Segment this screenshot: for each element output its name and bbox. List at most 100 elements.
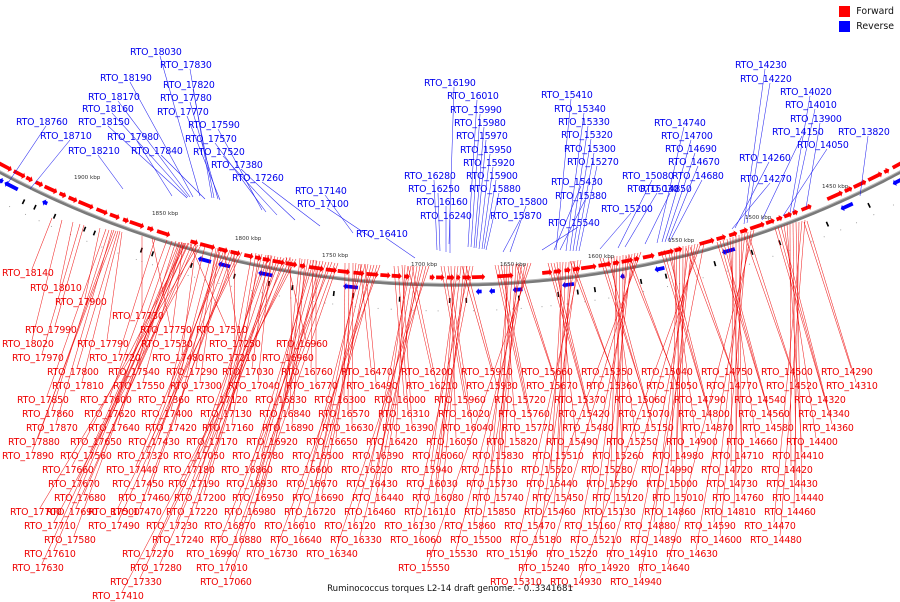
gene-label[interactable]: RTO_14360 <box>802 423 854 434</box>
gene-label[interactable]: RTO_14410 <box>772 451 824 462</box>
gene-label[interactable]: RTO_14320 <box>794 395 846 406</box>
gene-label[interactable]: RTO_17990 <box>25 325 77 336</box>
gene-label[interactable]: RTO_17750 <box>140 325 192 336</box>
gene-label[interactable]: RTO_16300 <box>314 395 366 406</box>
gene-label[interactable]: RTO_17980 <box>107 132 159 143</box>
gene-label[interactable]: RTO_14980 <box>652 451 704 462</box>
gene-label[interactable]: RTO_17770 <box>157 107 209 118</box>
gene-label[interactable]: RTO_14760 <box>712 493 764 504</box>
gene-label[interactable]: RTO_17300 <box>170 381 222 392</box>
gene-label[interactable]: RTO_15060 <box>614 395 666 406</box>
gene-label[interactable]: RTO_14470 <box>744 521 796 532</box>
gene-label[interactable]: RTO_15880 <box>469 184 521 195</box>
gene-label[interactable]: RTO_15920 <box>463 158 515 169</box>
gene-label[interactable]: RTO_16130 <box>384 521 436 532</box>
gene-label[interactable]: RTO_15430 <box>551 177 603 188</box>
gene-label[interactable]: RTO_17240 <box>152 535 204 546</box>
gene-label[interactable]: RTO_15450 <box>532 493 584 504</box>
gene-label[interactable]: RTO_15380 <box>555 191 607 202</box>
gene-label[interactable]: RTO_14870 <box>682 423 734 434</box>
gene-label[interactable]: RTO_16570 <box>318 409 370 420</box>
gene-label[interactable]: RTO_17800 <box>47 367 99 378</box>
gene-label[interactable]: RTO_15120 <box>592 493 644 504</box>
gene-label[interactable]: RTO_15820 <box>486 437 538 448</box>
gene-label[interactable]: RTO_16460 <box>344 507 396 518</box>
gene-label[interactable]: RTO_17880 <box>8 437 60 448</box>
gene-label[interactable]: RTO_14690 <box>665 144 717 155</box>
gene-label[interactable]: RTO_14270 <box>740 174 792 185</box>
gene-label[interactable]: RTO_14430 <box>766 479 818 490</box>
gene-label[interactable]: RTO_18020 <box>2 339 54 350</box>
gene-label[interactable]: RTO_14590 <box>684 521 736 532</box>
gene-label[interactable]: RTO_17600 <box>80 395 132 406</box>
gene-label[interactable]: RTO_15720 <box>494 395 546 406</box>
gene-label[interactable]: RTO_16770 <box>286 381 338 392</box>
gene-label[interactable]: RTO_17720 <box>89 353 141 364</box>
gene-label[interactable]: RTO_14990 <box>641 465 693 476</box>
gene-label[interactable]: RTO_15520 <box>521 465 573 476</box>
gene-label[interactable]: RTO_17230 <box>146 521 198 532</box>
gene-label[interactable]: RTO_14010 <box>785 100 837 111</box>
gene-label[interactable]: RTO_15500 <box>450 535 502 546</box>
gene-label[interactable]: RTO_14420 <box>761 465 813 476</box>
gene-label[interactable]: RTO_15930 <box>466 381 518 392</box>
gene-label[interactable]: RTO_17290 <box>166 367 218 378</box>
gene-label[interactable]: RTO_16640 <box>270 535 322 546</box>
gene-label[interactable]: RTO_17400 <box>141 409 193 420</box>
gene-label[interactable]: RTO_17050 <box>173 451 225 462</box>
gene-label[interactable]: RTO_15080 <box>622 171 674 182</box>
gene-label[interactable]: RTO_17730 <box>112 311 164 322</box>
gene-label[interactable]: RTO_15510 <box>532 451 584 462</box>
gene-label[interactable]: RTO_15130 <box>584 507 636 518</box>
gene-label[interactable]: RTO_17380 <box>211 160 263 171</box>
gene-label[interactable]: RTO_16280 <box>404 171 456 182</box>
gene-label[interactable]: RTO_17360 <box>138 395 190 406</box>
gene-label[interactable]: RTO_15740 <box>472 493 524 504</box>
gene-label[interactable]: RTO_16310 <box>378 409 430 420</box>
gene-label[interactable]: RTO_15540 <box>548 218 600 229</box>
gene-label[interactable]: RTO_16630 <box>322 423 374 434</box>
gene-label[interactable]: RTO_16410 <box>356 229 408 240</box>
gene-label[interactable]: RTO_17780 <box>160 93 212 104</box>
gene-label[interactable]: RTO_13900 <box>790 114 842 125</box>
gene-label[interactable]: RTO_15760 <box>498 409 550 420</box>
gene-label[interactable]: RTO_14720 <box>701 465 753 476</box>
gene-label[interactable]: RTO_14800 <box>678 409 730 420</box>
gene-label[interactable]: RTO_15240 <box>518 563 570 574</box>
gene-label[interactable]: RTO_16030 <box>406 479 458 490</box>
gene-label[interactable]: RTO_15980 <box>454 118 506 129</box>
gene-label[interactable]: RTO_17420 <box>145 423 197 434</box>
gene-label[interactable]: RTO_17320 <box>117 451 169 462</box>
gene-label[interactable]: RTO_15040 <box>641 367 693 378</box>
gene-label[interactable]: RTO_17580 <box>44 535 96 546</box>
gene-label[interactable]: RTO_15670 <box>526 381 578 392</box>
gene-label[interactable]: RTO_16160 <box>416 197 468 208</box>
gene-label[interactable]: RTO_15470 <box>504 521 556 532</box>
gene-label[interactable]: RTO_17170 <box>186 437 238 448</box>
gene-label[interactable]: RTO_15990 <box>450 105 502 116</box>
gene-label[interactable]: RTO_16470 <box>341 367 393 378</box>
gene-label[interactable]: RTO_15910 <box>461 367 513 378</box>
gene-label[interactable]: RTO_17260 <box>232 173 284 184</box>
gene-label[interactable]: RTO_16490 <box>346 381 398 392</box>
gene-label[interactable]: RTO_16190 <box>424 78 476 89</box>
gene-label[interactable]: RTO_15940 <box>401 465 453 476</box>
gene-label[interactable]: RTO_17670 <box>48 479 100 490</box>
gene-label[interactable]: RTO_18170 <box>88 92 140 103</box>
gene-label[interactable]: RTO_16420 <box>366 437 418 448</box>
gene-label[interactable]: RTO_15180 <box>510 535 562 546</box>
gene-label[interactable]: RTO_15530 <box>426 549 478 560</box>
gene-label[interactable]: RTO_17250 <box>209 339 261 350</box>
gene-label[interactable]: RTO_17850 <box>17 395 69 406</box>
gene-label[interactable]: RTO_15420 <box>558 409 610 420</box>
gene-label[interactable]: RTO_14790 <box>674 395 726 406</box>
gene-label[interactable]: RTO_16760 <box>281 367 333 378</box>
gene-label[interactable]: RTO_16670 <box>286 479 338 490</box>
gene-label[interactable]: RTO_16880 <box>210 535 262 546</box>
gene-label[interactable]: RTO_16960 <box>276 339 328 350</box>
gene-label[interactable]: RTO_14310 <box>826 381 878 392</box>
gene-label[interactable]: RTO_14480 <box>750 535 802 546</box>
gene-label[interactable]: RTO_14670 <box>668 157 720 168</box>
gene-label[interactable]: RTO_16330 <box>330 535 382 546</box>
gene-label[interactable]: RTO_16840 <box>259 409 311 420</box>
